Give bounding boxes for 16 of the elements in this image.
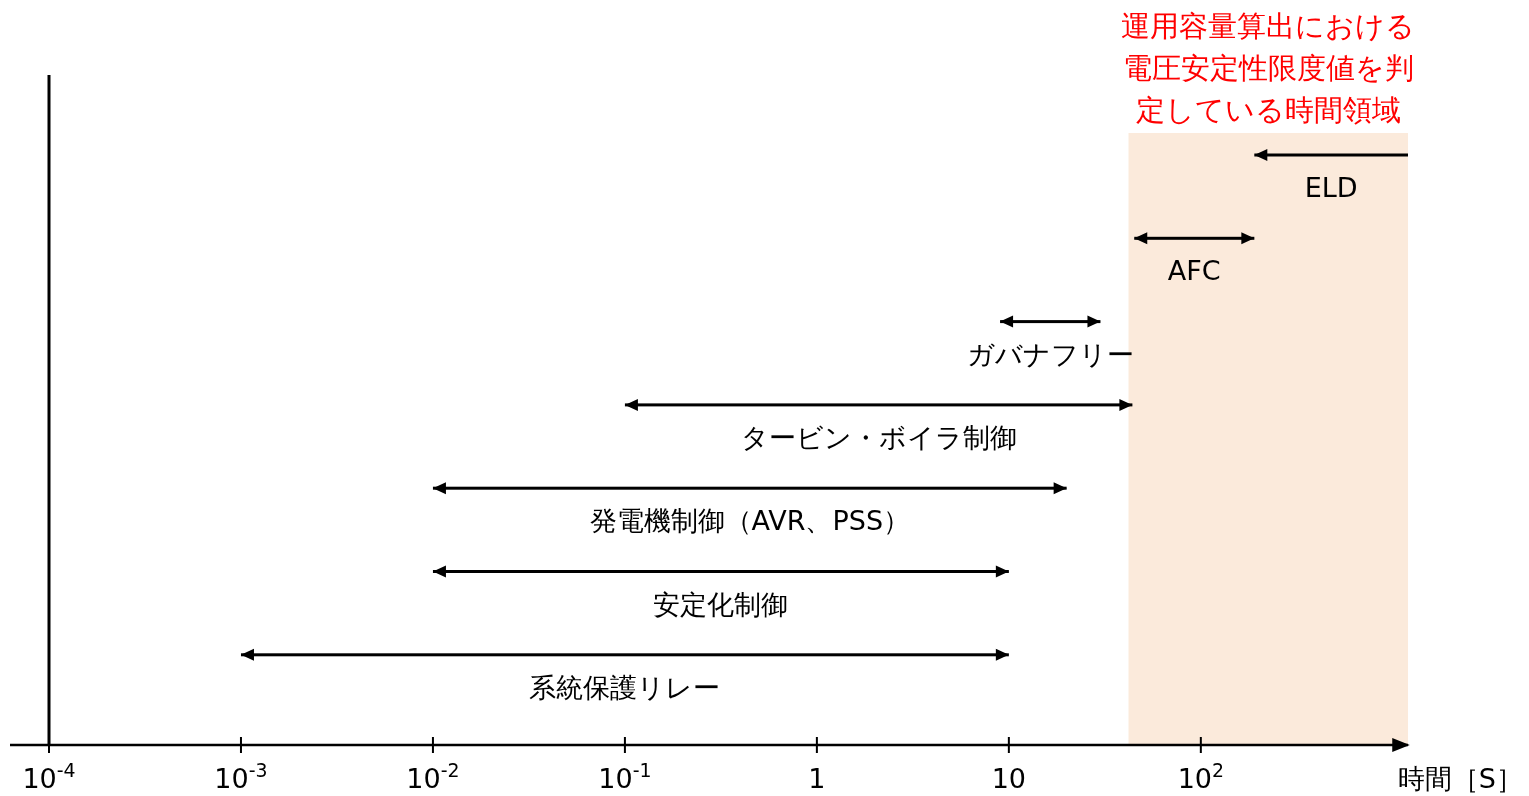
y-tick-label: 発電機制御（AVR、PSS） xyxy=(589,505,911,537)
y-tick-label: ELD xyxy=(1304,172,1358,203)
y-tick-label: AFC xyxy=(1167,255,1221,287)
band-label: 運用容量算出における電圧安定性限度値を判定している時間領域 xyxy=(1121,9,1416,127)
y-tick-label: ガバナフリー xyxy=(966,338,1134,370)
x-tick-label: 10$^{-1}$ xyxy=(598,759,652,794)
x-tick-label: 10$^{-3}$ xyxy=(214,759,268,794)
x-tick-label: 1 xyxy=(808,763,826,794)
y-tick-label: 系統保護リレー xyxy=(529,671,721,703)
x-tick-label: 10 xyxy=(991,763,1027,794)
x-tick-label: 10$^{2}$ xyxy=(1177,759,1225,794)
y-tick-label: タービン・ボイラ制御 xyxy=(740,421,1017,453)
x-axis-title: 時間［S］ xyxy=(1397,763,1523,794)
x-tick-label: 10$^{-2}$ xyxy=(406,759,460,794)
y-tick-label: 安定化制御 xyxy=(653,588,789,620)
x-tick-label: 10$^{-4}$ xyxy=(22,759,76,794)
